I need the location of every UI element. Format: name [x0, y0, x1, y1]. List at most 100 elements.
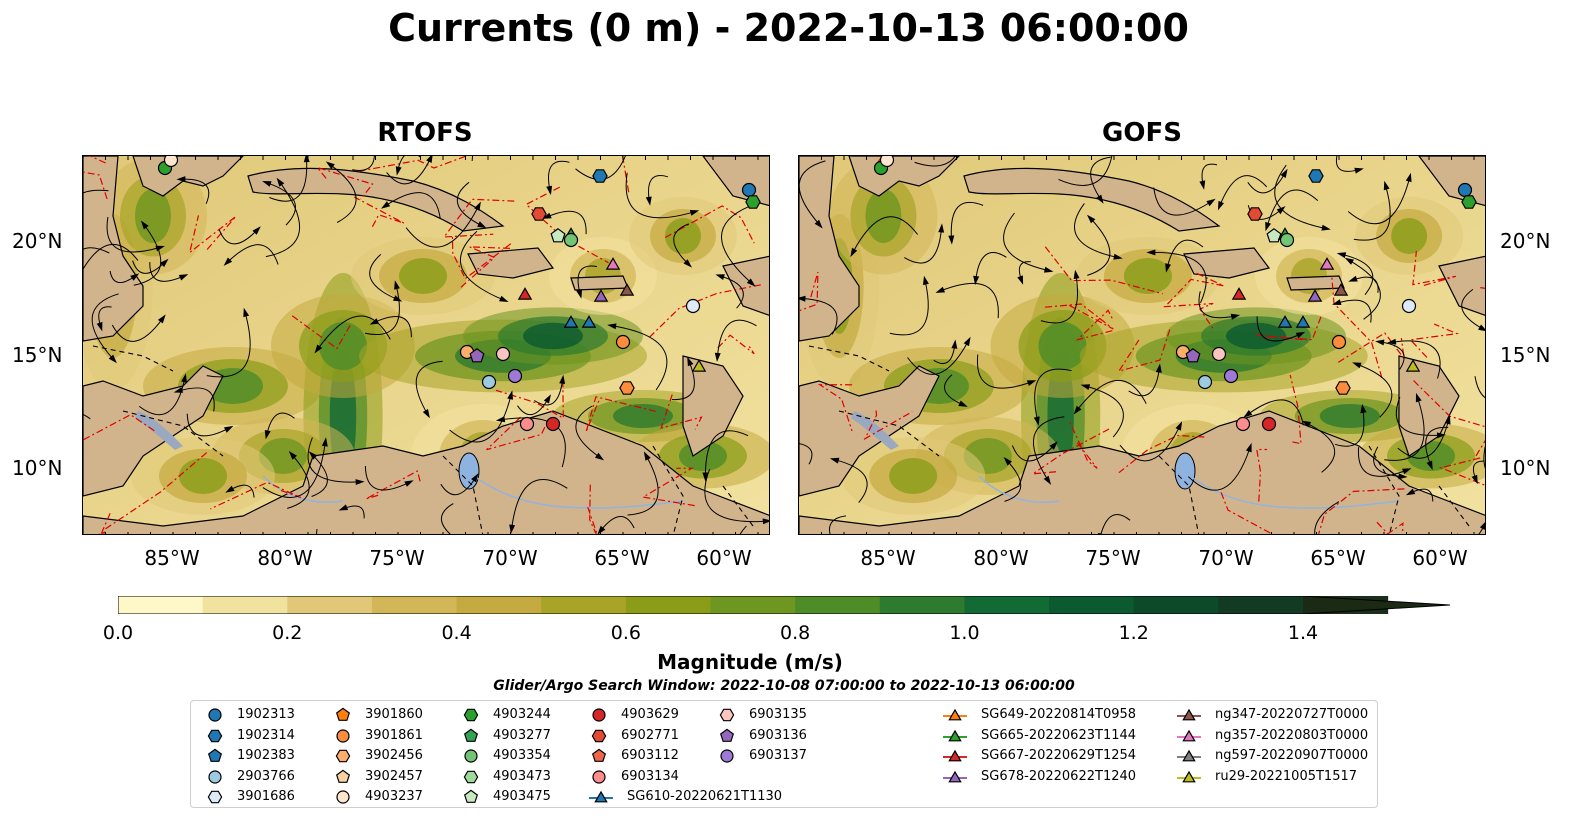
- legend-marker[interactable]: [208, 708, 222, 722]
- legend-marker[interactable]: [948, 729, 962, 741]
- legend-marker[interactable]: [719, 708, 735, 722]
- legend-marker[interactable]: [336, 728, 350, 743]
- float-marker[interactable]: [1405, 359, 1421, 372]
- float-marker[interactable]: [593, 289, 609, 302]
- streamline-arrow: [935, 286, 945, 293]
- float-marker[interactable]: [1185, 348, 1201, 363]
- float-marker[interactable]: [1247, 207, 1263, 221]
- float-marker[interactable]: [879, 156, 895, 168]
- float-marker[interactable]: [531, 207, 547, 221]
- float-marker[interactable]: [741, 182, 757, 198]
- float-marker[interactable]: [563, 315, 579, 328]
- float-marker[interactable]: [1295, 315, 1311, 328]
- legend-marker[interactable]: [335, 769, 351, 783]
- float-marker[interactable]: [1461, 195, 1477, 209]
- legend-marker[interactable]: [591, 748, 607, 763]
- float-marker[interactable]: [1333, 283, 1349, 296]
- float-marker[interactable]: [619, 283, 635, 296]
- float-marker[interactable]: [517, 287, 533, 300]
- float-marker[interactable]: [691, 359, 707, 372]
- legend-marker[interactable]: [463, 708, 479, 722]
- legend-marker[interactable]: [948, 708, 962, 721]
- float-marker[interactable]: [1235, 416, 1251, 432]
- float-marker[interactable]: [1279, 232, 1295, 248]
- float-marker[interactable]: [481, 374, 497, 390]
- float-marker[interactable]: [1231, 287, 1247, 300]
- float-marker[interactable]: [495, 346, 511, 362]
- float-marker[interactable]: [550, 228, 566, 243]
- triangle-line-icon: [1177, 749, 1201, 762]
- legend-marker[interactable]: [592, 770, 606, 784]
- float-marker[interactable]: [1261, 416, 1277, 432]
- streamline-arrow: [338, 504, 349, 511]
- legend-marker[interactable]: [463, 790, 479, 804]
- map-rtofs[interactable]: [82, 155, 770, 535]
- legend-marker[interactable]: [591, 729, 607, 742]
- streamline: [801, 298, 838, 335]
- legend-marker[interactable]: [1182, 749, 1196, 762]
- legend-marker[interactable]: [719, 728, 735, 742]
- streamline-arrow: [1003, 457, 1012, 466]
- pentagon-icon: [463, 790, 479, 804]
- legend-marker[interactable]: [336, 790, 350, 804]
- float-marker[interactable]: [1277, 315, 1293, 328]
- legend-marker[interactable]: [1182, 708, 1196, 721]
- streamline: [1040, 274, 1079, 324]
- streamline-arrow: [1043, 475, 1051, 485]
- legend-marker[interactable]: [463, 770, 479, 784]
- streamline-arrow: [325, 161, 335, 170]
- legend-marker[interactable]: [948, 749, 962, 762]
- float-marker[interactable]: [745, 195, 761, 209]
- float-marker[interactable]: [1197, 374, 1213, 390]
- map-gofs[interactable]: [798, 155, 1486, 535]
- legend-marker[interactable]: [594, 791, 608, 803]
- float-marker[interactable]: [1319, 257, 1335, 270]
- streamline-arrow: [715, 274, 725, 280]
- float-marker[interactable]: [1307, 289, 1323, 302]
- legend-marker[interactable]: [463, 728, 479, 742]
- streamline-arrow: [958, 400, 968, 407]
- streamline: [889, 280, 929, 336]
- legend-marker[interactable]: [720, 749, 734, 763]
- streamline: [933, 344, 956, 364]
- float-marker[interactable]: [469, 348, 485, 363]
- float-marker[interactable]: [581, 315, 597, 328]
- legend-marker[interactable]: [335, 707, 351, 721]
- legend-marker[interactable]: [207, 791, 223, 804]
- float-marker[interactable]: [1401, 298, 1417, 314]
- legend-label: ru29-20221005T1517: [1215, 768, 1358, 784]
- float-marker[interactable]: [1266, 228, 1282, 243]
- lon-label-80w-left: 80°W: [257, 546, 313, 570]
- legend-marker[interactable]: [1182, 770, 1196, 783]
- float-marker[interactable]: [619, 381, 635, 395]
- float-marker[interactable]: [615, 334, 631, 350]
- streamline-arrow: [607, 323, 617, 330]
- float-marker[interactable]: [507, 368, 523, 384]
- streamline: [218, 229, 258, 245]
- legend-marker[interactable]: [208, 770, 222, 784]
- float-marker[interactable]: [1331, 334, 1347, 350]
- legend-marker[interactable]: [592, 708, 606, 722]
- float-marker[interactable]: [545, 416, 561, 432]
- colorbar-segment: [456, 596, 542, 614]
- float-marker[interactable]: [592, 169, 608, 183]
- float-marker[interactable]: [563, 232, 579, 248]
- float-marker[interactable]: [605, 257, 621, 270]
- float-marker[interactable]: [519, 416, 535, 432]
- legend-marker[interactable]: [948, 770, 962, 783]
- float-marker[interactable]: [1211, 346, 1227, 362]
- streamline: [1356, 363, 1393, 418]
- float-marker[interactable]: [685, 298, 701, 314]
- colorbar-tick-label: 0.0: [102, 622, 134, 644]
- float-marker[interactable]: [1308, 169, 1324, 183]
- float-marker[interactable]: [1223, 368, 1239, 384]
- legend-marker[interactable]: [207, 729, 223, 742]
- legend-marker[interactable]: [1182, 729, 1196, 741]
- legend-marker[interactable]: [207, 748, 223, 763]
- legend-marker[interactable]: [335, 749, 351, 763]
- legend-marker[interactable]: [464, 749, 478, 763]
- float-marker[interactable]: [163, 156, 179, 168]
- float-marker[interactable]: [1335, 381, 1351, 395]
- float-marker[interactable]: [1457, 182, 1473, 198]
- eez-boundary: [1256, 448, 1268, 502]
